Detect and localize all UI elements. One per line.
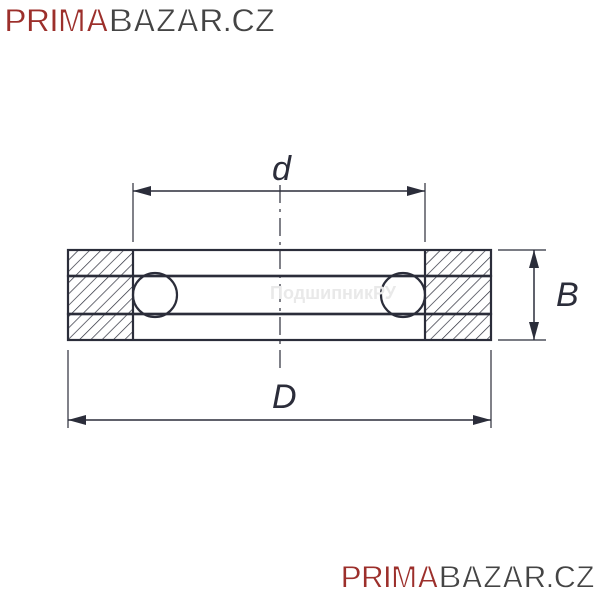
svg-text:d: d — [272, 150, 292, 188]
watermark-bazar: BAZAR — [109, 2, 223, 41]
svg-text:D: D — [272, 378, 297, 416]
page-root: d D B ПодшипникРУ PRIMA BAZAR .CZ PRIMA BA… — [0, 0, 600, 600]
source-watermark: ПодшипникРУ — [270, 283, 396, 304]
site-watermark-top: PRIMA BAZAR .CZ — [4, 2, 274, 41]
watermark-prima: PRIMA — [340, 559, 438, 596]
svg-text:B: B — [556, 276, 579, 314]
watermark-bazar: BAZAR — [438, 559, 545, 596]
site-watermark-bottom: PRIMA BAZAR .CZ — [340, 559, 594, 596]
watermark-cz: .CZ — [223, 2, 275, 41]
watermark-prima: PRIMA — [4, 2, 109, 41]
watermark-cz: .CZ — [545, 559, 594, 596]
